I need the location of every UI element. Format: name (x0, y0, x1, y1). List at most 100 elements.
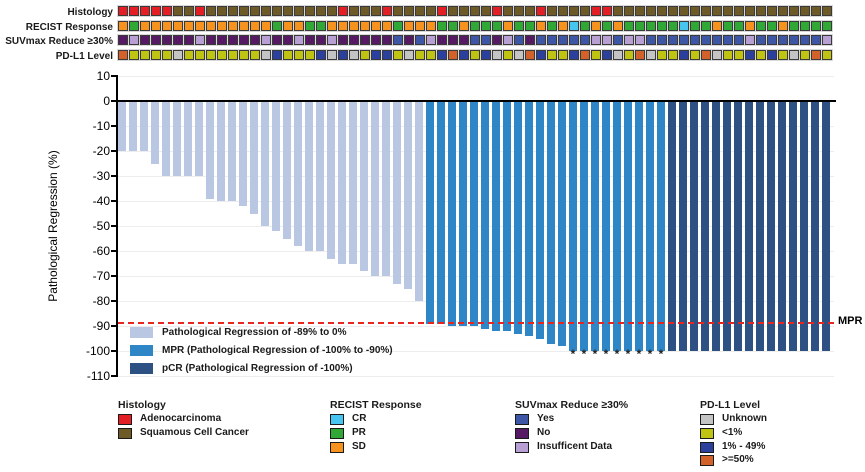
track-cell-pdl1 (415, 49, 425, 60)
bar-mpr (492, 101, 500, 331)
bar-mpr (459, 101, 467, 326)
track-cell-suvmax (195, 35, 205, 45)
track-cell-histology (701, 6, 711, 16)
track-cell-recist (668, 20, 678, 31)
track-cell-histology (360, 6, 370, 16)
bar-regression (261, 101, 269, 226)
track-cell-histology (228, 6, 238, 16)
bar-pcr (756, 101, 764, 351)
bar-regression (349, 101, 357, 264)
bar-regression (151, 101, 159, 164)
bar-regression (360, 101, 368, 271)
track-cell-pdl1 (382, 49, 392, 60)
track-cell-histology (503, 6, 513, 16)
track-cell-pdl1 (129, 49, 139, 60)
track-cell-histology (822, 6, 832, 16)
track-cell-suvmax (360, 35, 370, 45)
track-cell-histology (239, 6, 249, 16)
track-cell-pdl1 (294, 49, 304, 60)
y-tick-label: -10 (92, 119, 110, 133)
asterisk: * (625, 347, 631, 361)
track-cell-pdl1 (602, 49, 612, 60)
legend-item-label: >=50% (722, 454, 754, 466)
track-cell-pdl1 (184, 49, 194, 60)
y-tick-mark (111, 175, 117, 177)
track-cell-pdl1 (327, 49, 337, 60)
bar-regression (195, 101, 203, 176)
track-cell-suvmax (426, 35, 436, 45)
bar-pcr (734, 101, 742, 351)
track-cell-histology (712, 6, 722, 16)
track-cell-recist (239, 20, 249, 31)
bar-regression (184, 101, 192, 176)
track-cell-recist (415, 20, 425, 31)
track-cell-recist (195, 20, 205, 31)
track-cell-pdl1 (536, 49, 546, 60)
track-cell-histology (448, 6, 458, 16)
track-cell-pdl1 (393, 49, 403, 60)
track-cell-pdl1 (701, 49, 711, 60)
asterisk: * (647, 347, 653, 361)
track-cell-recist (250, 20, 260, 31)
legend-item-swatch (330, 414, 344, 425)
track-cell-recist (228, 20, 238, 31)
track-cell-suvmax (745, 35, 755, 45)
track-cell-suvmax (613, 35, 623, 45)
track-cell-histology (151, 6, 161, 16)
track-cell-histology (536, 6, 546, 16)
track-cell-histology (558, 6, 568, 16)
legend-item-swatch (515, 427, 529, 439)
bar-pcr (701, 101, 709, 351)
bar-pcr (789, 101, 797, 351)
bar-pcr (800, 101, 808, 351)
legend-swatch-regression (130, 327, 153, 338)
legend-group-title: RECIST Response (330, 399, 422, 411)
track-cell-suvmax (371, 35, 381, 45)
track-cell-pdl1 (745, 49, 755, 60)
bar-regression (118, 101, 126, 151)
track-cell-histology (349, 6, 359, 16)
bar-mpr (481, 101, 489, 329)
track-cell-histology (162, 6, 172, 16)
track-cell-pdl1 (789, 49, 799, 60)
track-cell-suvmax (481, 35, 491, 45)
legend-item-label: <1% (722, 426, 743, 438)
track-cell-recist (756, 20, 766, 31)
legend-item-swatch (700, 414, 714, 425)
legend-item-swatch (515, 414, 529, 425)
track-cell-suvmax (756, 35, 766, 45)
track-cell-recist (118, 20, 128, 31)
legend-label-regression: Pathological Regression of -89% to 0% (162, 327, 347, 338)
y-tick-mark (111, 125, 117, 127)
track-cell-pdl1 (734, 49, 744, 60)
track-cell-pdl1 (217, 49, 227, 60)
bar-pcr (822, 101, 830, 351)
track-cell-recist (283, 20, 293, 31)
track-cell-suvmax (668, 35, 678, 45)
track-cell-suvmax (272, 35, 282, 45)
track-cell-recist (778, 20, 788, 31)
track-cell-pdl1 (338, 49, 348, 60)
track-cell-recist (646, 20, 656, 31)
track-cell-recist (591, 20, 601, 31)
legend-item-label: SD (352, 440, 366, 452)
track-label-pdl1: PD-L1 Level (55, 50, 113, 62)
bar-regression (206, 101, 214, 199)
gridline (118, 376, 834, 377)
track-cell-histology (294, 6, 304, 16)
track-cell-histology (470, 6, 480, 16)
legend-swatch-pcr (130, 363, 153, 374)
track-cell-histology (118, 6, 128, 16)
bar-mpr (536, 101, 544, 339)
track-cell-pdl1 (173, 49, 183, 60)
bar-mpr (569, 101, 577, 351)
track-cell-pdl1 (250, 49, 260, 60)
track-cell-suvmax (118, 35, 128, 45)
track-cell-recist (129, 20, 139, 31)
track-cell-recist (679, 20, 689, 31)
track-cell-recist (789, 20, 799, 31)
track-cell-pdl1 (305, 49, 315, 60)
track-cell-histology (635, 6, 645, 16)
track-cell-histology (272, 6, 282, 16)
